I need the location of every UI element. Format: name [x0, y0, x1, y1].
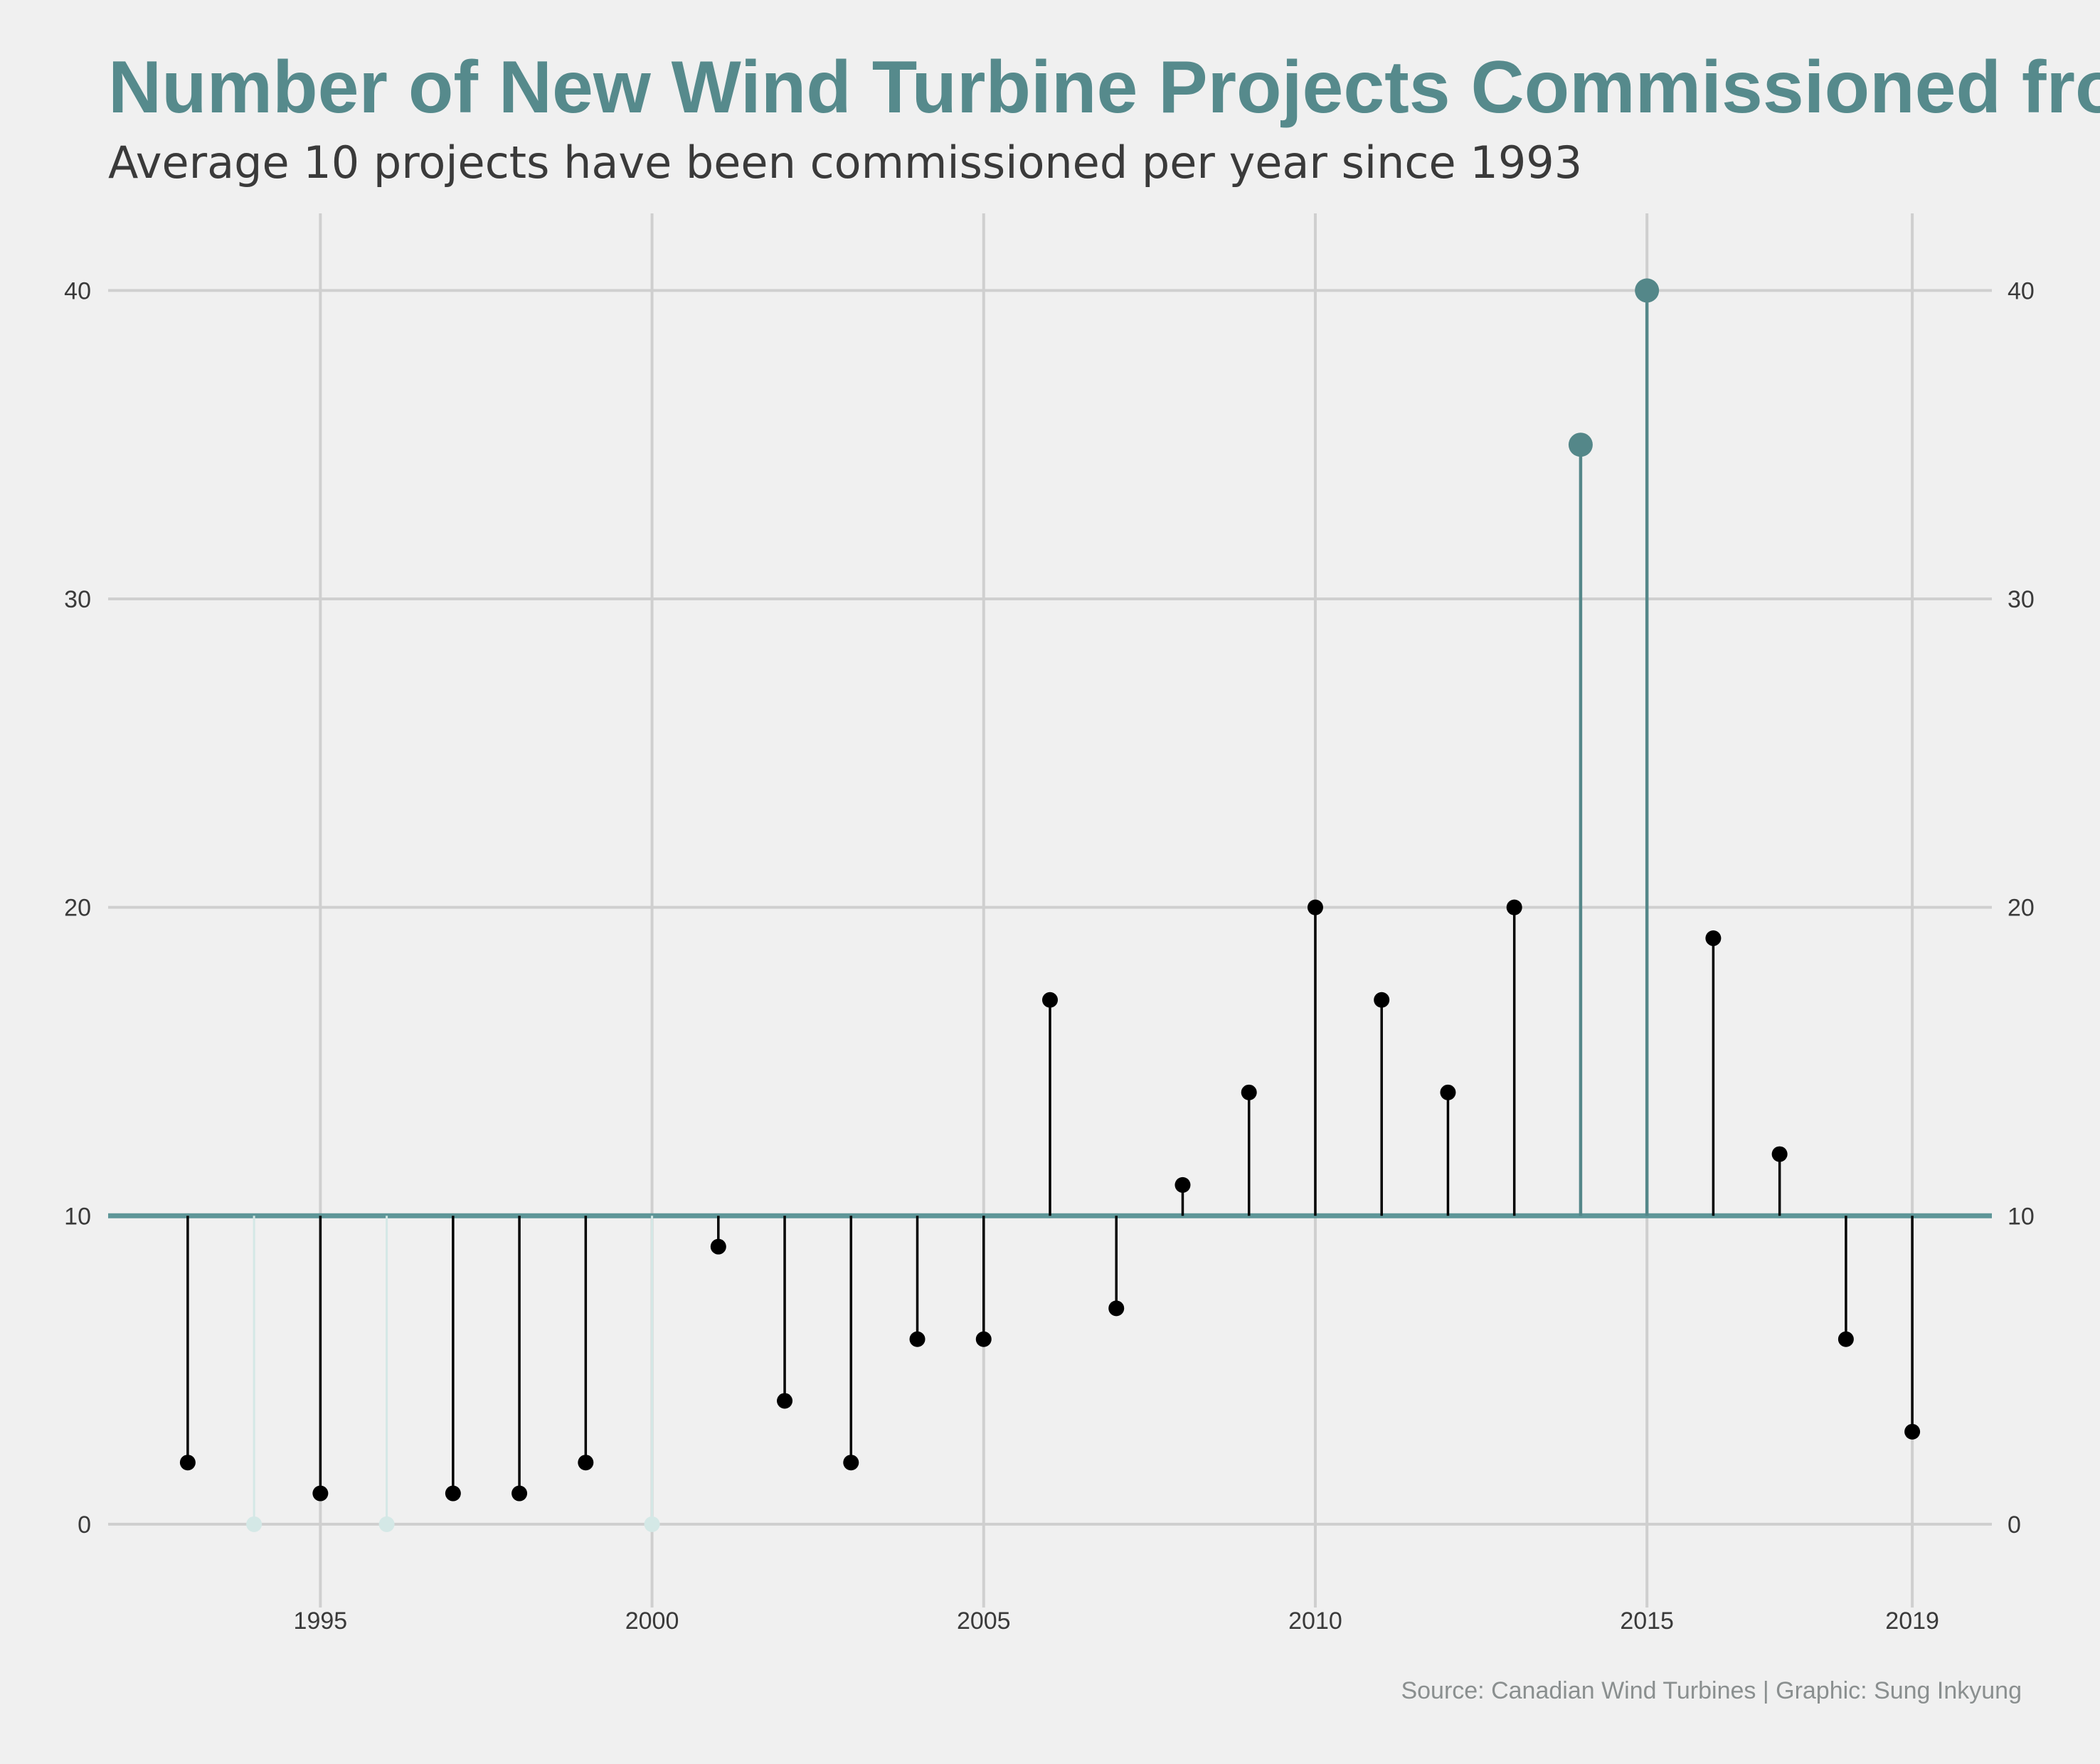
- chart-subtitle: Average 10 projects have been commission…: [108, 137, 1582, 188]
- dot-1994: [246, 1516, 262, 1532]
- dot-2009: [1241, 1084, 1257, 1100]
- x-tick-label: 2019: [1885, 1608, 1939, 1635]
- dot-2015: [1635, 278, 1660, 303]
- chart-caption: Source: Canadian Wind Turbines | Graphic…: [1401, 1677, 2022, 1704]
- x-tick-label: 2010: [1288, 1608, 1342, 1635]
- x-tick-label: 2000: [625, 1608, 679, 1635]
- y-tick-label-right: 20: [2008, 895, 2035, 922]
- dot-2007: [1108, 1300, 1125, 1317]
- dot-2008: [1174, 1176, 1191, 1193]
- dot-1998: [511, 1485, 528, 1502]
- y-tick-label-right: 40: [2008, 277, 2035, 304]
- chart-title: Number of New Wind Turbine Projects Comm…: [108, 46, 2100, 129]
- y-tick-label-left: 40: [64, 277, 91, 304]
- dot-2004: [909, 1331, 926, 1347]
- dot-2012: [1440, 1084, 1456, 1100]
- y-tick-label-right: 10: [2008, 1203, 2035, 1230]
- dot-2005: [975, 1331, 992, 1347]
- lollipop-stems: [186, 290, 1914, 1524]
- y-tick-label-right: 0: [2008, 1511, 2021, 1539]
- dot-2013: [1506, 899, 1522, 915]
- dot-1993: [179, 1455, 196, 1471]
- dot-1996: [378, 1516, 395, 1532]
- dot-2001: [710, 1238, 726, 1255]
- dot-2010: [1307, 899, 1323, 915]
- y-tick-label-right: 30: [2008, 586, 2035, 613]
- dot-2019: [1904, 1423, 1921, 1440]
- dot-2017: [1771, 1146, 1788, 1162]
- x-axis-ticks: 1995 2000 2005 2010 2015 2019: [294, 1608, 1939, 1635]
- dot-1997: [445, 1485, 461, 1502]
- x-tick-label: 2015: [1620, 1608, 1674, 1635]
- dot-2000: [644, 1516, 660, 1532]
- y-tick-label-left: 0: [78, 1511, 91, 1539]
- grid-lines: [108, 213, 1992, 1608]
- dot-2011: [1374, 992, 1390, 1008]
- y-tick-label-left: 10: [64, 1203, 91, 1230]
- dot-2014: [1568, 432, 1593, 457]
- dot-2002: [777, 1393, 793, 1409]
- x-tick-label: 2005: [957, 1608, 1011, 1635]
- x-tick-label: 1995: [294, 1608, 348, 1635]
- y-tick-label-left: 30: [64, 586, 91, 613]
- dot-2006: [1042, 992, 1058, 1008]
- y-tick-label-left: 20: [64, 895, 91, 922]
- dot-2016: [1705, 930, 1722, 947]
- dot-1999: [578, 1455, 594, 1471]
- y-axis-ticks: 0 0 10 10 20 20 30 30 40 40: [64, 277, 2035, 1539]
- dot-2018: [1838, 1331, 1854, 1347]
- dot-2003: [843, 1455, 859, 1471]
- lollipop-dots: [179, 278, 1921, 1532]
- dot-1995: [312, 1485, 329, 1502]
